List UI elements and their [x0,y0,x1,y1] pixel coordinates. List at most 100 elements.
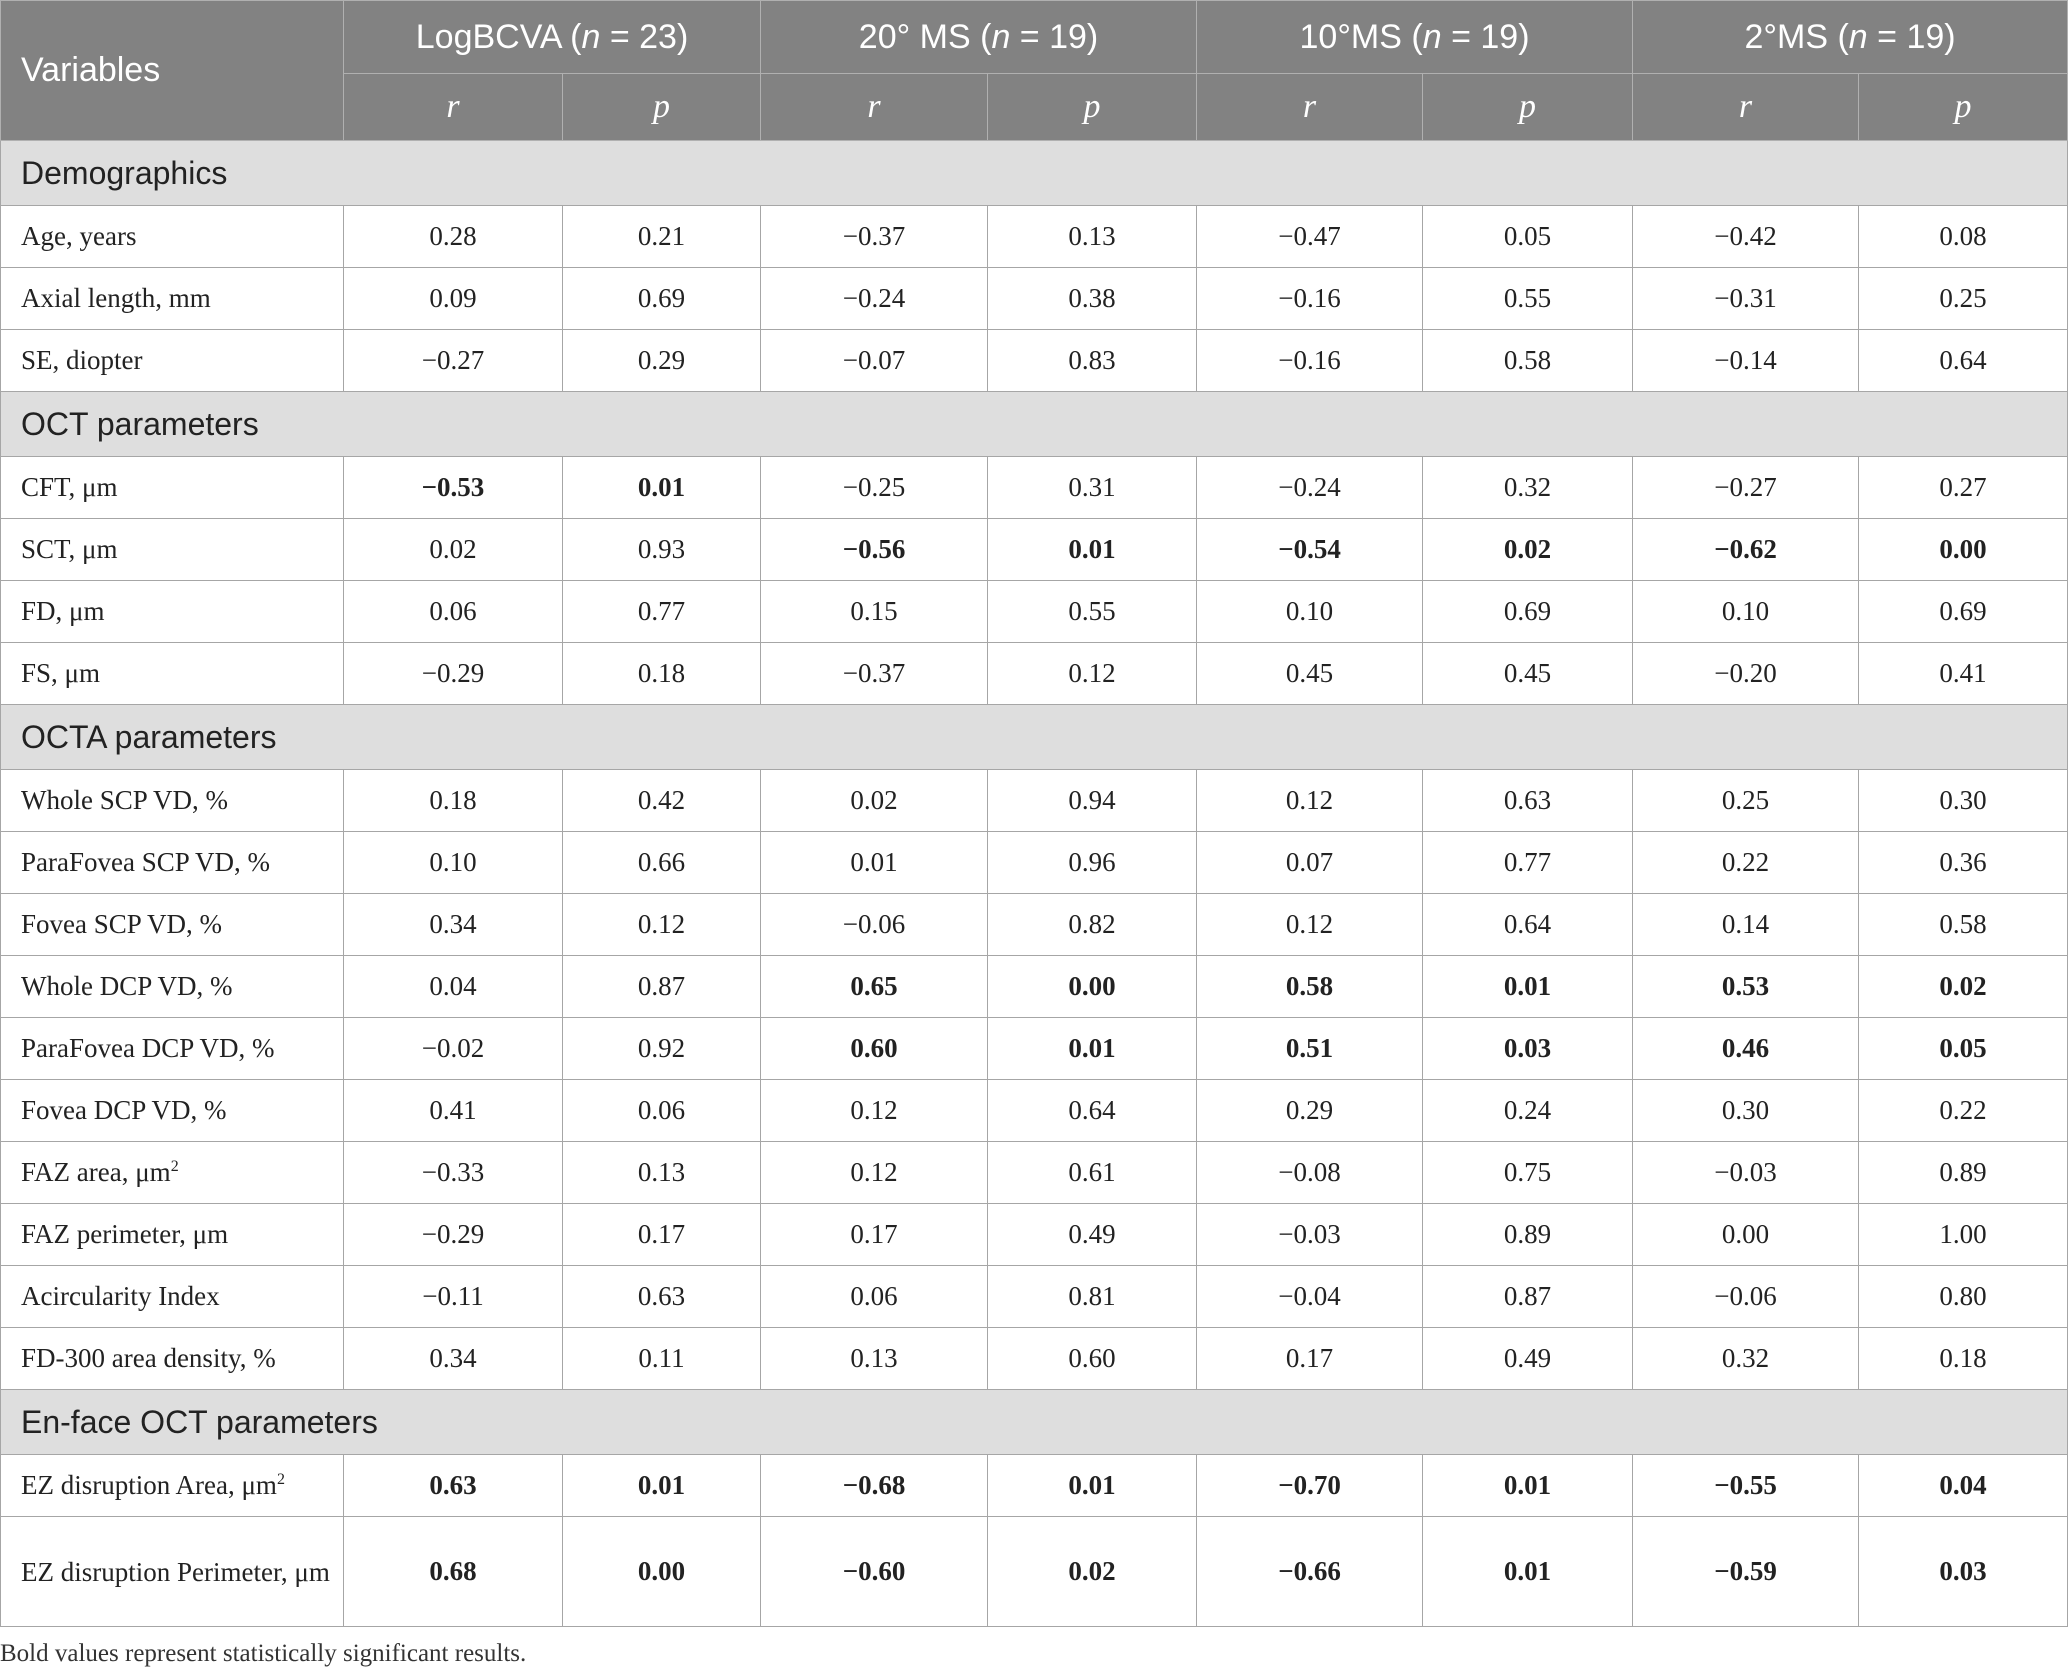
r-value-cell: −0.29 [343,642,563,705]
r-value-cell: 0.45 [1196,642,1424,705]
p-value-cell: 0.02 [1858,955,2068,1018]
header-row-groups: Variables LogBCVA (n = 23) 20° MS (n = 1… [0,0,2068,141]
group-header-10-ms: 10°MS (n = 19) [1196,0,1634,74]
p-value-cell: 0.01 [987,1017,1198,1080]
r-value-cell: −0.20 [1632,642,1860,705]
row-label-text: FAZ area, μm [21,1157,171,1187]
p-value-cell: 0.66 [561,831,762,894]
row-label: FAZ perimeter, μm [0,1203,344,1266]
p-value-cell: 0.24 [1422,1079,1634,1142]
p-value-cell: 0.03 [1422,1017,1634,1080]
r-value-cell: −0.37 [760,205,989,268]
r-header: r [343,73,563,141]
p-value-cell: 0.00 [1858,518,2068,581]
r-value-cell: 0.32 [1632,1327,1860,1390]
r-value-cell: 0.58 [1196,955,1424,1018]
r-value-cell: 0.06 [760,1265,989,1328]
p-value-cell: 0.08 [1858,205,2068,268]
r-value-cell: 0.46 [1632,1017,1860,1080]
row-label: CFT, μm [0,456,344,519]
p-value-cell: 0.89 [1422,1203,1634,1266]
r-value-cell: 0.17 [760,1203,989,1266]
row-label-text: Whole SCP VD, % [21,785,229,815]
r-value-cell: −0.06 [760,893,989,956]
row-label-text: FD-300 area density, % [21,1343,276,1373]
table-row: FAZ perimeter, μm −0.29 0.17 0.17 0.49 −0.03 0… [0,1203,2068,1266]
table-row: SE, diopter −0.27 0.29 −0.07 0.83 −0.16 0.58 −0… [0,329,2068,392]
r-value-cell: −0.24 [1196,456,1424,519]
p-value-cell: 0.49 [1422,1327,1634,1390]
p-value-cell: 0.25 [1858,267,2068,330]
group-header-logbcva: LogBCVA (n = 23) [342,0,762,74]
p-value-cell: 0.02 [1422,518,1634,581]
row-label: Fovea DCP VD, % [0,1079,344,1142]
r-value-cell: −0.66 [1196,1516,1424,1627]
r-value-cell: 0.06 [343,580,563,643]
p-value-cell: 0.01 [987,1454,1198,1517]
row-label: Acircularity Index [0,1265,344,1328]
p-value-cell: 0.27 [1858,456,2068,519]
r-value-cell: −0.31 [1632,267,1860,330]
r-value-cell: 0.53 [1632,955,1860,1018]
r-value-cell: −0.37 [760,642,989,705]
p-value-cell: 0.00 [987,955,1198,1018]
section-row: Demographics [0,140,2068,206]
r-value-cell: −0.14 [1632,329,1860,392]
row-label-text: SE, diopter [21,345,143,375]
r-value-cell: 0.12 [1196,769,1424,832]
row-label-text: Axial length, mm [21,283,211,313]
p-value-cell: 0.02 [987,1516,1198,1627]
p-header: p [1422,73,1634,141]
r-value-cell: 0.12 [760,1079,989,1142]
p-value-cell: 0.64 [1858,329,2068,392]
unit-superscript: 2 [276,1471,285,1488]
r-value-cell: −0.04 [1196,1265,1424,1328]
p-value-cell: 0.77 [1422,831,1634,894]
p-value-cell: 0.77 [561,580,762,643]
r-value-cell: −0.54 [1196,518,1424,581]
table-row: FS, μm −0.29 0.18 −0.37 0.12 0.45 0.45 −0.20 0.4… [0,642,2068,705]
p-value-cell: 0.69 [1858,580,2068,643]
table-row: CFT, μm −0.53 0.01 −0.25 0.31 −0.24 0.32 −0.27 0… [0,456,2068,519]
table-row: SCT, μm 0.02 0.93 −0.56 0.01 −0.54 0.02 −0.62 0.… [0,518,2068,581]
r-value-cell: 0.41 [343,1079,563,1142]
table-row: Fovea DCP VD, % 0.41 0.06 0.12 0.64 0.29 0.24 0… [0,1079,2068,1142]
r-value-cell: 0.28 [343,205,563,268]
r-value-cell: −0.02 [343,1017,563,1080]
r-value-cell: 0.18 [343,769,563,832]
r-value-cell: −0.56 [760,518,989,581]
row-label-text: FAZ perimeter, μm [21,1219,229,1249]
row-label: ParaFovea DCP VD, % [0,1017,344,1080]
r-value-cell: 0.65 [760,955,989,1018]
r-value-cell: 0.17 [1196,1327,1424,1390]
p-value-cell: 0.93 [561,518,762,581]
section-row: En-face OCT parameters [0,1389,2068,1455]
row-label-text: Acircularity Index [21,1281,220,1311]
p-value-cell: 0.13 [987,205,1198,268]
p-value-cell: 0.61 [987,1141,1198,1204]
r-value-cell: 0.12 [760,1141,989,1204]
p-value-cell: 0.45 [1422,642,1634,705]
r-value-cell: −0.55 [1632,1454,1860,1517]
row-label-text: EZ disruption Perimeter, μm [21,1556,330,1587]
r-value-cell: −0.27 [1632,456,1860,519]
correlation-table: Variables LogBCVA (n = 23) 20° MS (n = 1… [0,0,2068,1627]
p-value-cell: 0.18 [1858,1327,2068,1390]
r-value-cell: 0.12 [1196,893,1424,956]
r-value-cell: −0.27 [343,329,563,392]
row-label: Axial length, mm [0,267,344,330]
row-label: Whole DCP VD, % [0,955,344,1018]
p-value-cell: 0.01 [1422,1454,1634,1517]
row-label: FD-300 area density, % [0,1327,344,1390]
row-label-text: FD, μm [21,596,105,626]
r-value-cell: 0.00 [1632,1203,1860,1266]
p-header: p [1858,73,2068,141]
row-label: SE, diopter [0,329,344,392]
p-value-cell: 0.82 [987,893,1198,956]
r-value-cell: 0.01 [760,831,989,894]
r-value-cell: −0.53 [343,456,563,519]
row-label-text: EZ disruption Area, μm [21,1470,277,1500]
row-label: FD, μm [0,580,344,643]
row-label-text: Fovea SCP VD, % [21,909,223,939]
p-value-cell: 0.29 [561,329,762,392]
